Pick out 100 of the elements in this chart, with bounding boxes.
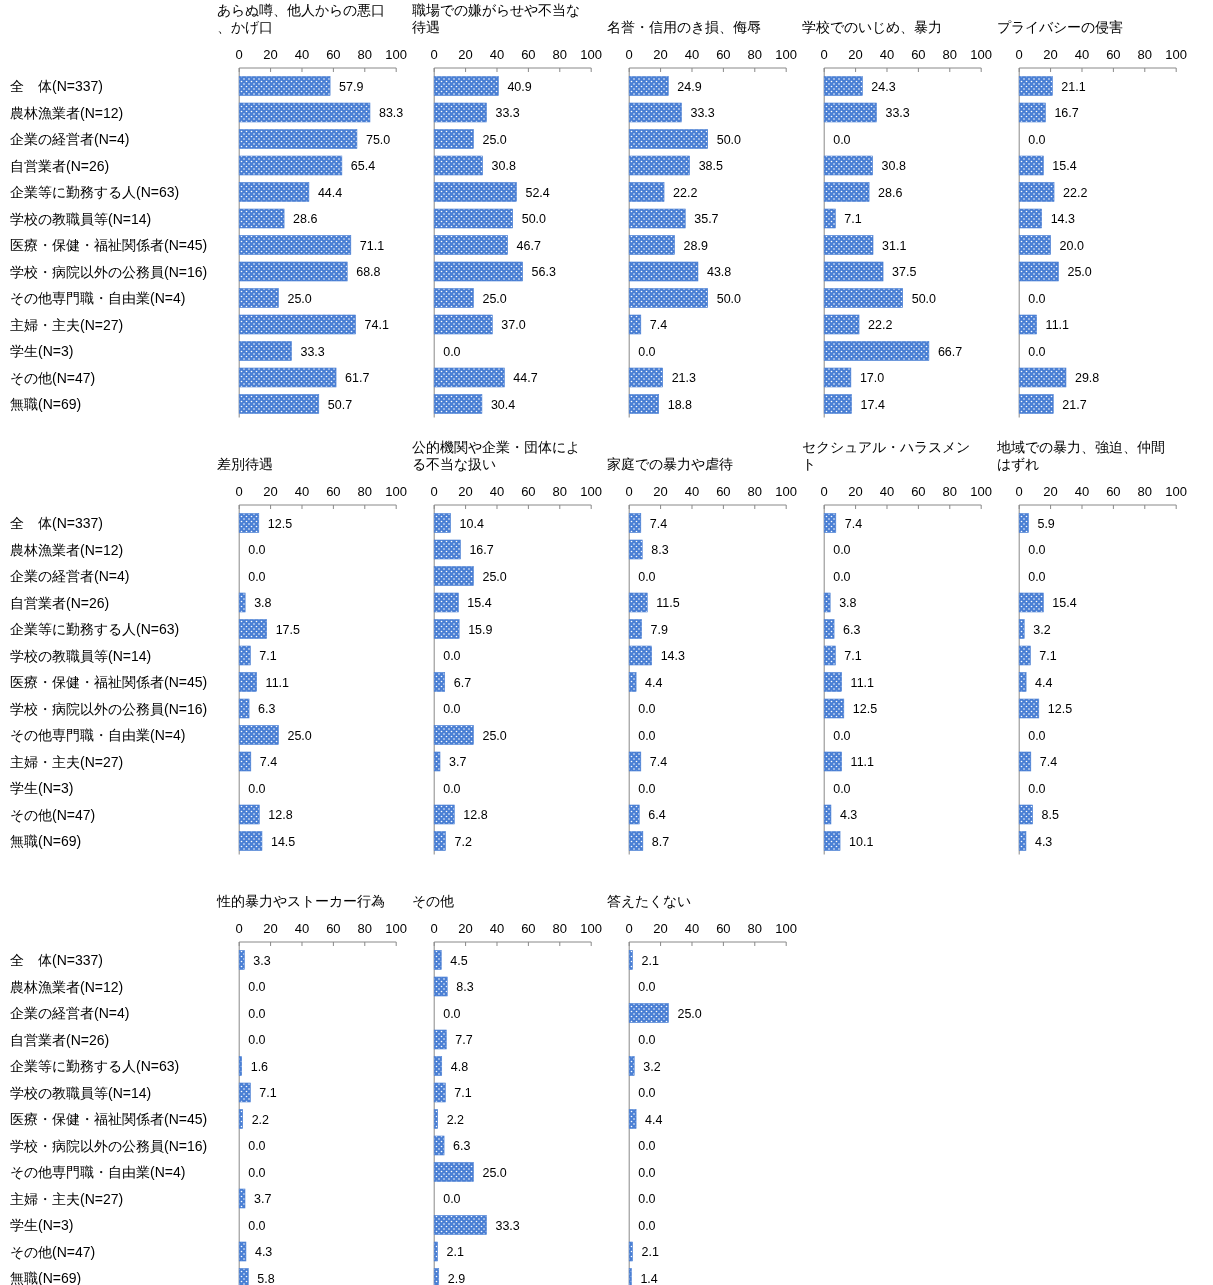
x-tick-label: 100 xyxy=(580,47,603,62)
data-label: 18.8 xyxy=(667,397,693,412)
x-tick-label: 40 xyxy=(879,484,895,499)
y-tick-label: 企業の経営者(N=4) xyxy=(10,1005,130,1021)
x-tick-label: 20 xyxy=(848,484,863,499)
data-label: 0.0 xyxy=(1028,728,1046,743)
x-tick-label: 40 xyxy=(489,484,505,499)
title: 地域での暴力、強迫、仲間はずれ xyxy=(997,439,1166,472)
x-tick-label: 0 xyxy=(625,921,633,936)
title: 公的機関や企業・団体による不当な扱い xyxy=(412,439,581,472)
x-tick-label: 60 xyxy=(521,484,536,499)
title: プライバシーの侵害 xyxy=(997,19,1124,35)
data-label: 6.4 xyxy=(648,808,666,822)
x-tick-label: 60 xyxy=(521,921,536,936)
y-tick-label: 農林漁業者(N=12) xyxy=(10,104,124,121)
data-label: 0.0 xyxy=(638,1033,656,1047)
data-label: 7.4 xyxy=(649,318,668,332)
y-tick-label: 学生(N=3) xyxy=(10,1217,74,1233)
x-tick-label: 20 xyxy=(1043,484,1058,499)
y-tick-label: 企業等に勤務する人(N=63) xyxy=(10,621,180,637)
x-tick-label: 0 xyxy=(820,47,828,62)
y-tick-label: その他(N=47) xyxy=(10,806,96,823)
x-tick-label: 60 xyxy=(911,484,926,499)
data-label: 0.0 xyxy=(1028,132,1046,147)
data-label: 0.0 xyxy=(638,1165,656,1180)
data-label: 16.7 xyxy=(469,543,494,557)
data-label: 0.0 xyxy=(443,649,461,663)
data-label: 0.0 xyxy=(833,132,851,147)
x-tick-label: 20 xyxy=(653,47,668,62)
x-tick-label: 20 xyxy=(263,921,278,936)
y-tick-label: 無職(N=69) xyxy=(10,1270,82,1285)
data-label: 3.2 xyxy=(643,1059,661,1074)
data-label: 0.0 xyxy=(248,980,266,994)
y-tick-label: 全 体(N=337) xyxy=(10,952,103,968)
title: 性的暴力やストーカー行為 xyxy=(217,893,386,909)
data-label: 5.8 xyxy=(257,1271,275,1285)
data-label: 14.5 xyxy=(270,834,296,849)
y-tick-label: 学校の教職員等(N=14) xyxy=(10,647,152,664)
x-tick-label: 100 xyxy=(580,484,603,499)
x-tick-label: 60 xyxy=(326,484,341,499)
x-tick-label: 100 xyxy=(775,484,798,499)
y-tick-label: 学校・病院以外の公務員(N=16) xyxy=(10,700,208,717)
data-label: 0.0 xyxy=(248,569,266,584)
data-label: 7.1 xyxy=(259,1086,277,1100)
data-label: 7.4 xyxy=(649,516,668,531)
y-tick-label: 農林漁業者(N=12) xyxy=(10,541,124,558)
data-label: 4.3 xyxy=(254,1245,273,1259)
data-label: 6.3 xyxy=(258,702,276,716)
y-tick-label: 学校の教職員等(N=14) xyxy=(10,1084,152,1101)
data-label: 7.1 xyxy=(259,649,277,663)
data-label: 3.8 xyxy=(254,596,272,610)
data-label: 25.0 xyxy=(287,728,312,743)
data-label: 33.3 xyxy=(885,106,910,120)
y-tick-label: 医療・保健・福祉関係者(N=45) xyxy=(10,1111,208,1127)
data-label: 0.0 xyxy=(443,1192,461,1206)
data-label: 22.2 xyxy=(1063,185,1088,200)
x-tick-label: 80 xyxy=(747,484,763,499)
data-label: 4.4 xyxy=(645,1112,663,1127)
data-label: 71.1 xyxy=(359,238,385,253)
data-label: 12.5 xyxy=(852,702,878,716)
data-label: 46.7 xyxy=(516,238,541,253)
y-tick-label: 主婦・主夫(N=27) xyxy=(10,316,124,333)
data-label: 68.8 xyxy=(356,265,381,279)
x-tick-label: 100 xyxy=(1165,47,1188,62)
data-label: 66.7 xyxy=(937,344,963,359)
data-label: 12.8 xyxy=(268,808,293,822)
data-label: 12.5 xyxy=(267,516,293,531)
data-label: 5.9 xyxy=(1037,516,1055,531)
y-tick-label: 農林漁業者(N=12) xyxy=(10,978,124,995)
data-label: 38.5 xyxy=(698,159,724,173)
data-label: 0.0 xyxy=(443,702,461,716)
y-tick-label: 無職(N=69) xyxy=(10,396,82,412)
data-label: 0.0 xyxy=(638,569,656,584)
data-label: 7.1 xyxy=(844,212,862,226)
data-label: 24.3 xyxy=(871,79,896,94)
data-label: 21.3 xyxy=(671,371,697,385)
data-label: 3.7 xyxy=(254,1192,272,1206)
x-tick-label: 100 xyxy=(970,47,993,62)
data-label: 3.2 xyxy=(1033,622,1051,637)
x-tick-label: 80 xyxy=(1137,47,1153,62)
x-tick-label: 0 xyxy=(1015,47,1023,62)
x-tick-label: 20 xyxy=(458,47,473,62)
data-label: 61.7 xyxy=(345,371,370,385)
x-tick-label: 100 xyxy=(580,921,603,936)
data-label: 25.0 xyxy=(482,1165,507,1180)
data-label: 2.9 xyxy=(447,1271,466,1285)
data-label: 4.5 xyxy=(450,953,468,968)
y-tick-label: 企業の経営者(N=4) xyxy=(10,568,130,584)
data-label: 50.0 xyxy=(716,291,742,306)
x-tick-label: 60 xyxy=(1106,47,1121,62)
data-label: 25.0 xyxy=(482,291,507,306)
data-label: 28.9 xyxy=(683,238,708,253)
x-tick-label: 0 xyxy=(430,484,438,499)
data-label: 2.2 xyxy=(251,1112,270,1127)
data-label: 2.1 xyxy=(641,953,659,968)
data-label: 30.8 xyxy=(881,159,906,173)
data-label: 4.3 xyxy=(1034,834,1053,849)
data-label: 7.4 xyxy=(259,755,278,769)
data-label: 0.0 xyxy=(1028,543,1046,557)
y-tick-label: 医療・保健・福祉関係者(N=45) xyxy=(10,674,208,690)
